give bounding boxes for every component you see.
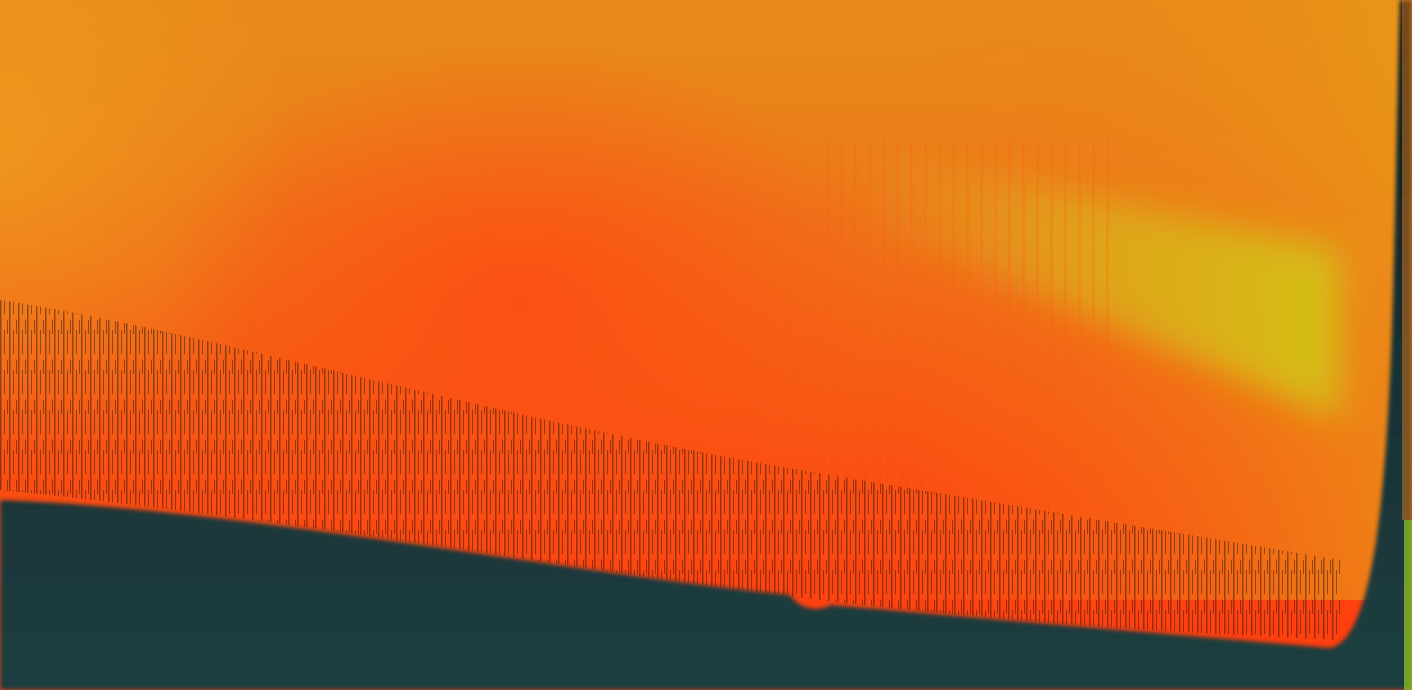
noise-fringe [0, 300, 1340, 640]
edge-strip-top [1402, 0, 1412, 520]
edge-strip [1404, 520, 1412, 690]
